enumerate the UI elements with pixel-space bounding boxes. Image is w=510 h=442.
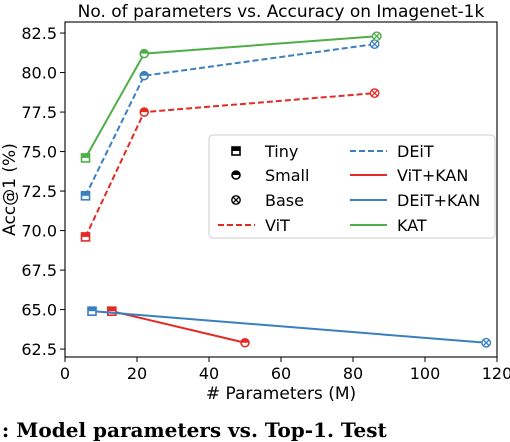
y-tick-label: 62.5 (21, 340, 57, 359)
x-axis-label: # Parameters (M) (206, 384, 356, 404)
series-kat (80, 31, 382, 163)
y-tick-label: 82.5 (21, 24, 57, 43)
legend-label: ViT+KAN (397, 166, 468, 185)
series-layer (80, 31, 492, 348)
legend: Tiny Small Base ViT DEiT ViT+KAN DEiT+KAN KAT (208, 134, 496, 239)
marker-circle (139, 48, 149, 59)
marker-circle (240, 337, 250, 348)
x-tick-label: 40 (199, 364, 219, 383)
y-tick-label: 75.0 (21, 143, 57, 162)
chart-title: No. of parameters vs. Accuracy on Imagen… (78, 2, 485, 22)
axes: No. of parameters vs. Accuracy on Imagen… (0, 2, 510, 404)
legend-label: Tiny (264, 142, 298, 161)
marker-square (87, 306, 97, 316)
marker-square (231, 146, 241, 156)
legend-label: KAT (397, 216, 427, 235)
series-vit-kan (107, 306, 250, 348)
marker-cross (231, 195, 241, 205)
y-axis-label: Acc@1 (%) (0, 143, 20, 236)
marker-cross (371, 31, 382, 42)
series-deit-kan (87, 306, 492, 348)
series-line (91, 310, 487, 344)
x-tick-label: 100 (410, 364, 441, 383)
marker-cross (481, 337, 492, 348)
y-tick-label: 70.0 (21, 222, 57, 241)
x-tick-label: 60 (271, 364, 291, 383)
series-vit (80, 88, 380, 242)
y-tick-label: 77.5 (21, 103, 57, 122)
y-tick-label: 67.5 (21, 261, 57, 280)
x-tick-label: 20 (127, 364, 147, 383)
marker-circle (139, 107, 149, 117)
legend-label: Base (265, 191, 304, 210)
legend-label: DEiT+KAN (397, 191, 480, 210)
marker-square (80, 232, 91, 242)
marker-cross (369, 39, 380, 50)
series-line (111, 310, 246, 344)
marker-circle (139, 70, 149, 81)
marker-square (80, 191, 91, 201)
x-tick-label: 120 (482, 364, 510, 383)
figure-caption: 1: Model parameters vs. Top-1. Test (0, 418, 387, 442)
y-tick-label: 72.5 (21, 182, 57, 201)
marker-cross (369, 88, 380, 99)
legend-box (208, 134, 496, 239)
y-tick-label: 65.0 (21, 301, 57, 320)
marker-square (107, 306, 117, 316)
legend-label: DEiT (397, 142, 434, 161)
marker-square (80, 153, 91, 163)
series-line (84, 43, 375, 197)
legend-label: Small (265, 166, 309, 185)
marker-circle (231, 170, 241, 180)
x-tick-label: 0 (60, 364, 70, 383)
series-deit (80, 39, 380, 201)
x-tick-label: 80 (343, 364, 363, 383)
legend-label: ViT (265, 216, 290, 235)
y-tick-label: 80.0 (21, 64, 57, 83)
